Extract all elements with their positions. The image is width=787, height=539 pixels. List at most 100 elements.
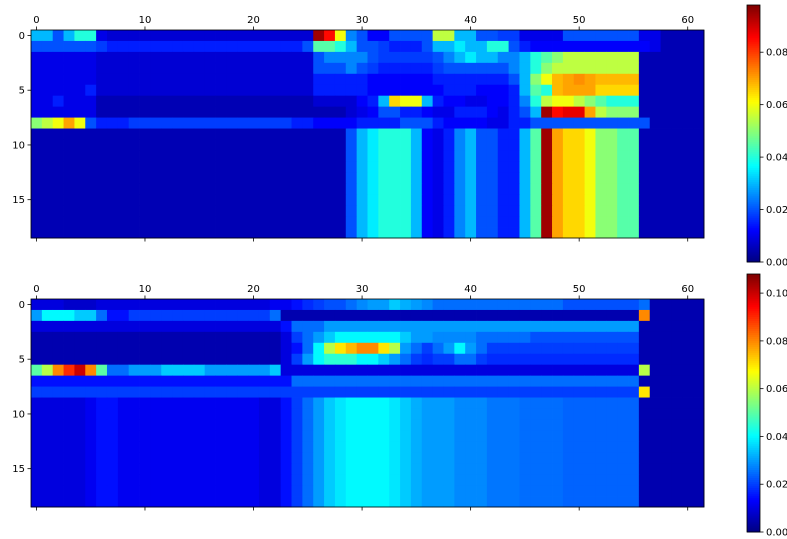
heatmap-cell [497,194,510,206]
heatmap-cell [638,73,651,86]
heatmap-cell [486,73,499,86]
heatmap-cell [410,419,423,431]
heatmap-cell [367,452,379,464]
heatmap-cell [595,342,607,355]
heatmap-cell [410,62,423,75]
heatmap-cell [671,386,683,398]
heatmap-cell [280,485,292,497]
heatmap-cell [52,452,64,464]
heatmap-cell [345,485,358,497]
heatmap-cell [562,309,575,322]
heatmap-cell [302,62,314,75]
heatmap-cell [562,441,575,453]
heatmap-cell [530,216,542,228]
heatmap-cell [161,353,173,366]
heatmap-cell [106,419,119,431]
heatmap-cell [117,106,130,118]
heatmap-cell [280,419,292,431]
heatmap-cell [334,106,347,118]
heatmap-cell [313,452,325,464]
heatmap-cell [432,139,444,151]
heatmap-cell [96,139,108,151]
heatmap-cell [367,331,379,344]
heatmap-cell [345,51,358,64]
heatmap-cell [139,150,151,162]
heatmap-cell [215,128,227,140]
heatmap-cell [63,353,75,366]
heatmap-cell [215,331,227,344]
colorbar-band [747,223,760,227]
heatmap-cell [291,485,303,497]
heatmap-cell [280,62,292,75]
heatmap-cell [421,485,434,497]
heatmap-cell [96,172,108,184]
heatmap-cell [248,194,260,206]
heatmap-cell [389,331,401,344]
heatmap-cell [617,342,629,355]
colorbar-band [747,473,760,477]
heatmap-cell [96,485,108,497]
heatmap-cell [541,62,553,75]
x-tick-label: 40 [464,284,477,295]
heatmap-cell [432,172,444,184]
heatmap-cell [410,463,423,475]
heatmap-cell [139,364,151,377]
heatmap-cell [172,227,184,239]
heatmap-cell [172,430,184,442]
heatmap-cell [617,320,629,333]
heatmap-cell [476,106,488,118]
heatmap-cell [345,441,358,453]
heatmap-cell [454,51,466,64]
heatmap-cell [117,205,130,217]
heatmap-cell [128,95,140,108]
heatmap-cell [96,30,108,42]
heatmap-cell [204,40,216,53]
heatmap-cell [562,474,575,486]
heatmap-cell [291,408,303,420]
heatmap-cell [193,364,206,377]
x-tick-label: 50 [573,15,586,26]
heatmap-cell [356,320,368,333]
heatmap-cell [421,386,434,398]
heatmap-cell [313,353,325,366]
heatmap-cell [117,353,130,366]
heatmap-cell [367,496,379,508]
heatmap-cell [237,342,249,355]
heatmap-cell [530,194,542,206]
heatmap-cell [432,95,444,108]
heatmap-cell [660,397,672,409]
heatmap-cell [237,205,249,217]
heatmap-cell [356,117,368,129]
heatmap-cell [421,128,434,140]
heatmap-cell [324,205,336,217]
heatmap-cell [269,172,282,184]
heatmap-cell [226,397,238,409]
heatmap-cell [139,106,151,118]
colorbar-band [747,179,760,183]
heatmap-cell [280,375,292,387]
heatmap-cell [367,62,379,75]
heatmap-cell [497,397,510,409]
heatmap-cell [356,496,368,508]
heatmap-cell [400,172,412,184]
heatmap-cell [161,183,173,195]
heatmap-cell [172,216,184,228]
heatmap-cell [389,353,401,366]
heatmap-cell [63,30,75,42]
colorbar-band [747,167,760,171]
heatmap-cell [486,320,499,333]
heatmap-cell [226,364,238,377]
colorbar-band [747,445,760,448]
heatmap-cell [74,299,86,311]
heatmap-cell [52,194,64,206]
heatmap-cell [96,62,108,75]
heatmap-cell [595,309,607,322]
heatmap-cell [682,299,694,311]
heatmap-cell [584,205,596,217]
heatmap-cell [237,397,249,409]
heatmap-cell [226,95,238,108]
heatmap-cell [562,320,575,333]
heatmap-cell [313,205,325,217]
heatmap-cell [367,40,379,53]
heatmap-cell [161,40,173,53]
